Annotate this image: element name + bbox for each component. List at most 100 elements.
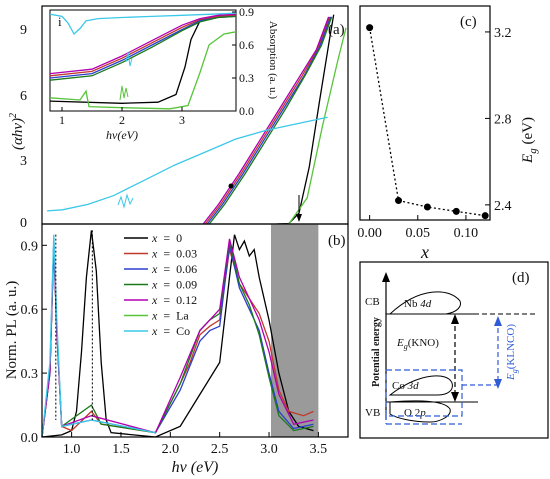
panel-a-ylabel-sup: 2	[8, 113, 19, 118]
panel-a-ytick-9: 9	[20, 23, 27, 38]
legend-value: = 0.06	[163, 262, 197, 276]
panel-c-xlabel: x	[420, 242, 429, 262]
panel-a-series-x006	[206, 16, 332, 225]
panel-c-ytick-label: 3.2	[494, 26, 512, 41]
eg-klnco-arrow-head-top	[494, 316, 502, 326]
panel-b-xtick-label: 1.5	[112, 442, 130, 457]
legend-value: = 0	[163, 231, 182, 245]
panel-b-xlabel: hν (eV)	[172, 459, 219, 476]
cb-label: CB	[365, 296, 380, 308]
legend-var: x	[151, 231, 163, 245]
panel-a-ytick-0: 0	[20, 216, 27, 231]
panel-b-x-ticks: 1.0 1.5 2.0 2.5 3.0 3.5	[63, 432, 327, 457]
legend-var: x	[151, 293, 163, 307]
inset-xlabel: hν(eV)	[106, 128, 138, 142]
panel-a-series-x009	[208, 16, 333, 225]
eg-kno-sub: g	[404, 342, 408, 351]
eg-klnco-sub: g	[510, 369, 519, 373]
legend-label-x003: x = 0.03	[151, 247, 197, 261]
panel-b-ytick-label: 0.6	[21, 303, 39, 318]
panel-a-label: (a)	[328, 22, 345, 38]
legend-var: x	[151, 324, 163, 338]
co-3d-band	[388, 375, 453, 396]
panel-b-xtick-label: 3.0	[260, 442, 278, 457]
eg-kno-arrow-head-bottom	[451, 392, 459, 402]
panel-c-points	[366, 24, 489, 220]
inset-la-noise	[119, 85, 129, 101]
panel-c-ytick-label: 2.8	[494, 112, 512, 127]
o-2p-orbital: p	[419, 407, 426, 419]
panel-c-ylabel-sub: g	[527, 148, 539, 154]
eg-kno-arrow-head-top	[451, 314, 459, 324]
inset-y-ticks: 0.0 0.3 0.6 0.9	[232, 5, 254, 118]
legend-label-x012: x = 0.12	[151, 293, 197, 307]
co-3d-box	[385, 369, 463, 417]
panel-c-dotted-line	[368, 27, 486, 217]
inset-series-x003	[49, 14, 237, 77]
panel-b-ytick-label: 0.3	[21, 367, 39, 382]
panel-c-ylabel-unit: (eV)	[520, 117, 536, 148]
eg-klnco-arrow-head-bottom	[494, 379, 502, 389]
panel-c-ylabel: Eg (eV)	[520, 117, 539, 164]
panel-c-point-0	[366, 24, 374, 32]
o-2p-prefix: O 2	[404, 407, 420, 419]
panel-c-point-3	[452, 207, 460, 215]
vb-label: VB	[365, 407, 380, 419]
panel-b-shaded-region	[271, 224, 319, 437]
panel-c-line	[368, 27, 486, 217]
panel-b-legend: x = 0x = 0.03x = 0.06x = 0.09x = 0.12x =…	[124, 231, 197, 338]
legend-value: = Co	[163, 324, 190, 338]
inset-x-ticks: 1 2 3	[59, 107, 185, 127]
inset-co-noise	[125, 51, 133, 67]
inset-xtick-label: 2	[119, 113, 125, 127]
inset-xtick-label: 3	[179, 113, 185, 127]
panel-b-series-Co	[41, 234, 156, 438]
inset-ytick-label: 0.9	[239, 5, 254, 19]
legend-label-x0: x = 0	[151, 231, 182, 245]
inset-xtick-label: 1	[59, 113, 65, 127]
panel-b-xtick-label: 2.5	[211, 442, 229, 457]
panel-b-series	[41, 230, 314, 438]
panel-a-series	[47, 14, 347, 225]
panel-d-label: (d)	[512, 270, 530, 286]
panel-a-ytick-3: 3	[20, 154, 27, 169]
legend-label-x009: x = 0.09	[151, 278, 197, 292]
legend-var: x	[151, 247, 163, 261]
panel-c: 0.00 0.05 0.10 2.4 2.8 3.2 (c) x Eg (eV)	[357, 5, 539, 262]
panel-c-y-ticks: 2.4 2.8 3.2	[485, 26, 512, 214]
inset-ytick-label: 0.0	[239, 104, 254, 118]
inset-series-La	[49, 31, 237, 110]
co-3d-label: Co 3d	[392, 380, 419, 392]
panel-c-x-ticks: 0.00 0.05 0.10	[357, 215, 478, 241]
eg-kno-rest: (KNO)	[408, 337, 439, 349]
legend-var: x	[151, 278, 163, 292]
panel-a-series-x012	[202, 16, 330, 225]
nb-4d-orbital: 4d	[420, 298, 432, 310]
legend-var: x	[151, 262, 163, 276]
panel-c-label: (c)	[460, 14, 477, 30]
panel-b-xtick-label: 3.5	[310, 442, 328, 457]
inset-series-x009	[49, 15, 237, 81]
legend-label-La: x = La	[151, 309, 189, 323]
panel-c-point-2	[423, 203, 431, 211]
panel-d-frame	[359, 261, 549, 439]
nb-4d-label: Nb 4d	[404, 298, 432, 310]
panel-a-series-Co	[47, 116, 328, 212]
panel-a-arrow-marker	[296, 214, 302, 222]
panel-c-xtick-label: 0.00	[357, 226, 382, 241]
inset-label: i	[58, 14, 62, 29]
panel-a: (a) (αhν)2 9 6 3 0 i 1 2 3 0.00.30.60.9 hν…	[8, 5, 349, 231]
panel-a-ylabel: (αhν)2	[8, 113, 26, 150]
panel-a-ytick-6: 6	[20, 89, 27, 104]
legend-value: = La	[163, 309, 189, 323]
energy-axis-label: Potential energy	[371, 317, 382, 387]
panel-b-y-ticks: 0.0 0.3 0.6 0.9	[21, 239, 47, 446]
panel-c-xtick-label: 0.10	[454, 226, 479, 241]
eg-kno-main: E	[396, 337, 404, 349]
panel-b-frame	[41, 223, 349, 438]
panel-b: 1.0 1.5 2.0 2.5 3.0 3.5 0.00.30.60.9 x = 0x =…	[4, 223, 349, 476]
panel-b-ytick-label: 0.9	[21, 239, 39, 254]
legend-value: = 0.12	[163, 293, 197, 307]
eg-klnco-rest: (KLNCO)	[505, 324, 517, 370]
